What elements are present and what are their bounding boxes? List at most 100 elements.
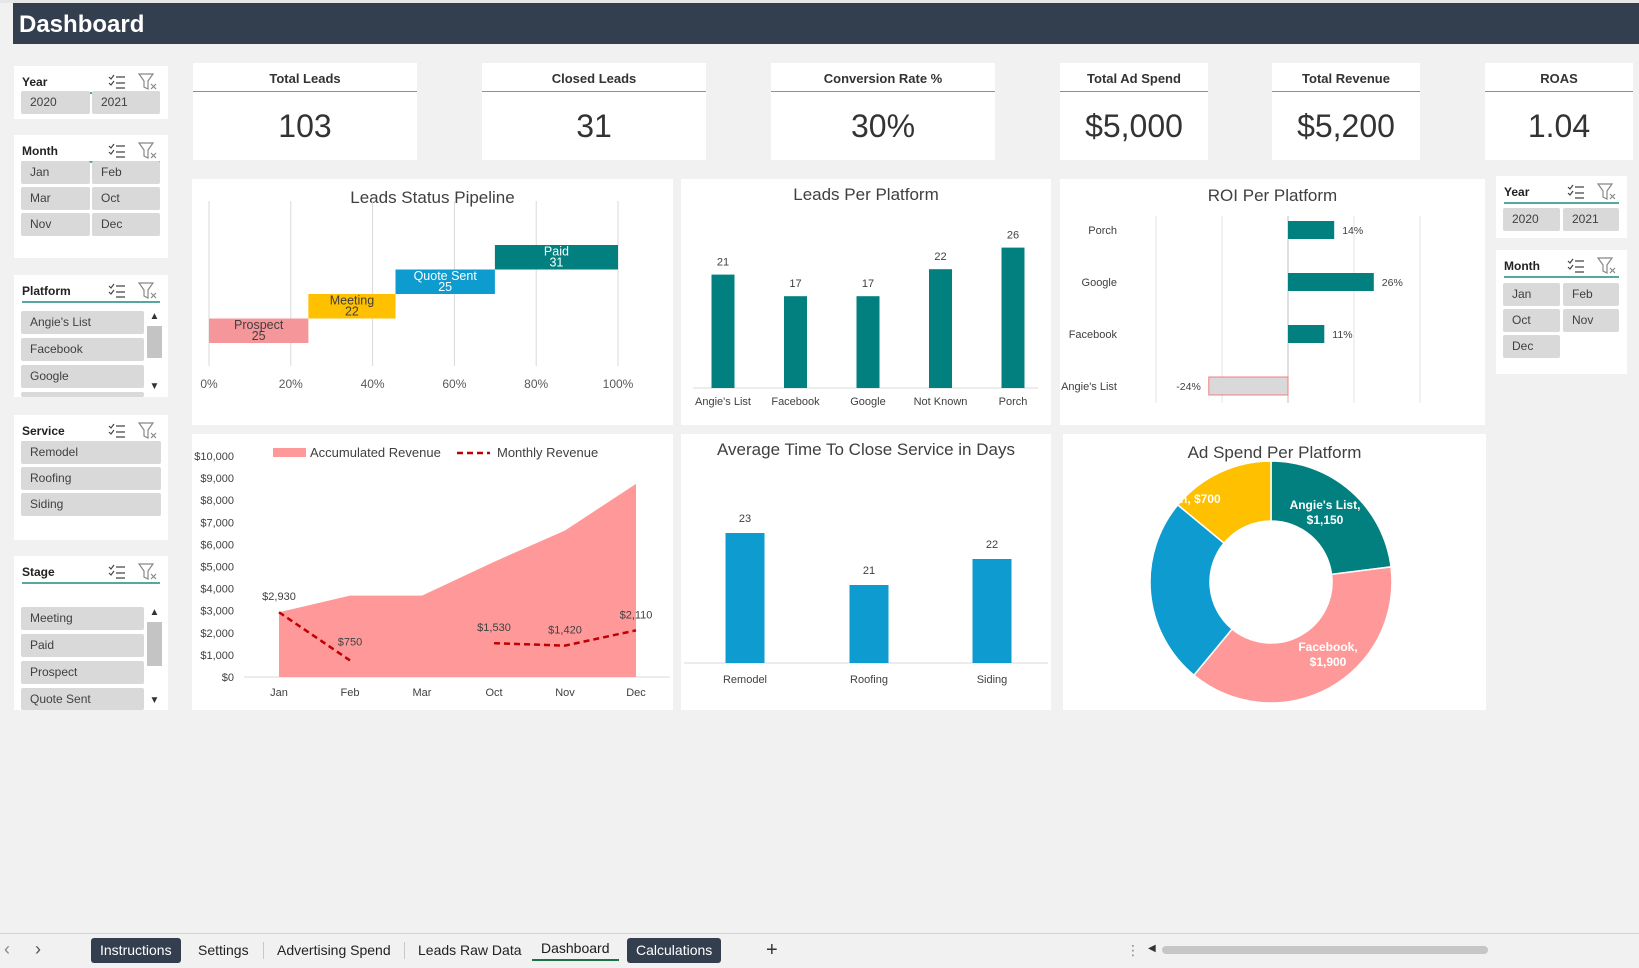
multi-select-icon[interactable] bbox=[108, 142, 126, 160]
slicer-item-2021[interactable]: 2021 bbox=[1563, 208, 1619, 231]
tab-instructions[interactable]: Instructions bbox=[91, 938, 181, 963]
clear-filter-icon[interactable] bbox=[1597, 257, 1617, 275]
kpi-closed-leads: Closed Leads 31 bbox=[482, 63, 706, 160]
tab-leads-raw-data[interactable]: Leads Raw Data bbox=[418, 942, 522, 958]
slicer-item-nov[interactable]: Nov bbox=[21, 213, 90, 236]
clear-filter-icon[interactable] bbox=[138, 73, 158, 91]
slicer-item-feb[interactable]: Feb bbox=[1563, 283, 1619, 306]
leads-platform-plot: 21 Angie's List 17 Facebook 17 Google 22 Not Kn… bbox=[693, 230, 1038, 408]
pipeline-bar-paid bbox=[494, 245, 618, 270]
slicer-item-facebook[interactable]: Facebook bbox=[21, 338, 144, 361]
pipeline-bar-quote-sent bbox=[395, 269, 495, 294]
data-label: $750 bbox=[338, 636, 362, 648]
slicer-title: Month bbox=[1504, 259, 1540, 273]
slice-google bbox=[1149, 503, 1234, 677]
data-label: 17 bbox=[862, 278, 874, 290]
scroll-thumb[interactable] bbox=[147, 326, 162, 358]
page-title: Dashboard bbox=[19, 11, 145, 38]
multi-select-icon[interactable] bbox=[108, 563, 126, 581]
chart-ad-spend-per-platform[interactable]: Ad Spend Per Platform Angie's List, $1,15… bbox=[1063, 434, 1486, 710]
tab-dashboard[interactable]: Dashboard bbox=[532, 936, 619, 961]
multi-select-icon[interactable] bbox=[108, 282, 126, 300]
slicer-item-siding[interactable]: Siding bbox=[21, 493, 161, 516]
kpi-value: $5,200 bbox=[1297, 108, 1395, 144]
add-sheet-icon[interactable]: + bbox=[766, 939, 778, 961]
chart-revenue[interactable]: $0 $1,000 $2,000 $3,000 $4,000 $5,000 $6,000 $7… bbox=[192, 434, 673, 710]
next-sheet-icon[interactable]: › bbox=[35, 939, 41, 959]
x-tick-label: Nov bbox=[555, 687, 575, 699]
slicer-item-not-known[interactable]: Not Known bbox=[21, 392, 144, 397]
bar-roofing bbox=[849, 585, 889, 663]
x-tick-label: 0% bbox=[200, 377, 218, 391]
slicer-item-oct[interactable]: Oct bbox=[1503, 309, 1560, 332]
scroll-down-icon[interactable]: ▼ bbox=[149, 695, 160, 706]
clear-filter-icon[interactable] bbox=[138, 282, 158, 300]
horizontal-scrollbar[interactable] bbox=[1162, 946, 1488, 954]
clear-filter-icon[interactable] bbox=[138, 563, 158, 581]
chart-leads-per-platform[interactable]: Leads Per Platform 21 Angie's List 17 Faceb… bbox=[681, 179, 1051, 425]
data-label: $1,530 bbox=[477, 622, 511, 634]
kpi-conversion-rate: Conversion Rate % 30% bbox=[771, 63, 995, 160]
scroll-up-icon[interactable]: ▲ bbox=[149, 311, 160, 322]
y-tick-label: $8,000 bbox=[200, 495, 234, 507]
slicer-item-prospect[interactable]: Prospect bbox=[21, 661, 144, 684]
multi-select-icon[interactable] bbox=[1567, 183, 1585, 201]
scroll-down-icon[interactable]: ▼ bbox=[149, 381, 160, 392]
bar-siding bbox=[972, 559, 1012, 663]
slicer-item-google[interactable]: Google bbox=[21, 365, 144, 388]
multi-select-icon[interactable] bbox=[1567, 257, 1585, 275]
tab-calculations[interactable]: Calculations bbox=[627, 938, 722, 963]
slicer-item-2020[interactable]: 2020 bbox=[21, 91, 90, 114]
slicer-item-remodel[interactable]: Remodel bbox=[21, 441, 161, 464]
slicer-scrollbar[interactable]: ▲ ▼ bbox=[146, 607, 163, 710]
slicer-item-oct[interactable]: Oct bbox=[92, 187, 160, 210]
kpi-label: Closed Leads bbox=[551, 71, 637, 86]
ad-spend-donut: Angie's List, $1,150 Facebook, $1,900 Google… bbox=[1071, 460, 1393, 704]
slicer-item-dec[interactable]: Dec bbox=[1503, 335, 1560, 358]
pipeline-label-paid: Paid bbox=[544, 245, 569, 259]
slicer-item-mar[interactable]: Mar bbox=[21, 187, 90, 210]
data-label: 21 bbox=[863, 565, 875, 577]
clear-filter-icon[interactable] bbox=[138, 142, 158, 160]
slicer-item-roofing[interactable]: Roofing bbox=[21, 467, 161, 490]
multi-select-icon[interactable] bbox=[108, 422, 126, 440]
scroll-left-icon[interactable]: ◀ bbox=[1148, 943, 1156, 954]
slicer-item-2021[interactable]: 2021 bbox=[92, 91, 160, 114]
multi-select-icon[interactable] bbox=[108, 73, 126, 91]
x-tick-label: Roofing bbox=[850, 674, 888, 686]
slicer-item-nov[interactable]: Nov bbox=[1563, 309, 1619, 332]
chart-roi-per-platform[interactable]: ROI Per Platform Porch 14% Google 26% Facebo… bbox=[1060, 179, 1485, 425]
chart-avg-time-to-close[interactable]: Average Time To Close Service in Days 23… bbox=[681, 434, 1051, 710]
slicer-title: Year bbox=[1504, 185, 1530, 199]
slicer-item-2020[interactable]: 2020 bbox=[1503, 208, 1560, 231]
slicer-item-quote-sent[interactable]: Quote Sent bbox=[21, 688, 144, 710]
clear-filter-icon[interactable] bbox=[1597, 183, 1617, 201]
options-icon[interactable]: ⋮ bbox=[1126, 942, 1140, 958]
tab-advertising-spend[interactable]: Advertising Spend bbox=[277, 942, 391, 958]
slicer-scrollbar[interactable]: ▲ ▼ bbox=[146, 311, 163, 397]
kpi-value: 30% bbox=[850, 108, 916, 144]
slicer-item-dec[interactable]: Dec bbox=[92, 213, 160, 236]
bar-facebook bbox=[784, 296, 807, 388]
prev-sheet-icon[interactable]: ‹ bbox=[4, 939, 10, 959]
scroll-up-icon[interactable]: ▲ bbox=[149, 607, 160, 618]
chart-leads-status-pipeline[interactable]: Leads Status Pipeline 0% 20% 40% 60% 80% 100%… bbox=[192, 179, 673, 425]
data-label: 23 bbox=[739, 513, 751, 525]
y-tick-label: $9,000 bbox=[200, 473, 234, 485]
scroll-thumb[interactable] bbox=[147, 622, 162, 666]
slicer-item-jan[interactable]: Jan bbox=[21, 161, 90, 184]
y-tick-label: $5,000 bbox=[200, 562, 234, 574]
chart-title: Leads Per Platform bbox=[793, 185, 939, 204]
slicer-item-angies-list[interactable]: Angie's List bbox=[21, 311, 144, 334]
slicer-item-jan[interactable]: Jan bbox=[1503, 283, 1560, 306]
pipeline-bar-prospect bbox=[209, 318, 309, 343]
kpi-total-leads: Total Leads 103 bbox=[193, 63, 417, 160]
slicer-item-meeting[interactable]: Meeting bbox=[21, 607, 144, 630]
y-tick-label: $1,000 bbox=[200, 650, 234, 662]
area-accumulated-revenue bbox=[279, 483, 636, 677]
slicer-service: Service Remodel Roofing Siding bbox=[14, 415, 168, 540]
slicer-item-paid[interactable]: Paid bbox=[21, 634, 144, 657]
clear-filter-icon[interactable] bbox=[138, 422, 158, 440]
slicer-item-feb[interactable]: Feb bbox=[92, 161, 160, 184]
tab-settings[interactable]: Settings bbox=[198, 942, 249, 958]
